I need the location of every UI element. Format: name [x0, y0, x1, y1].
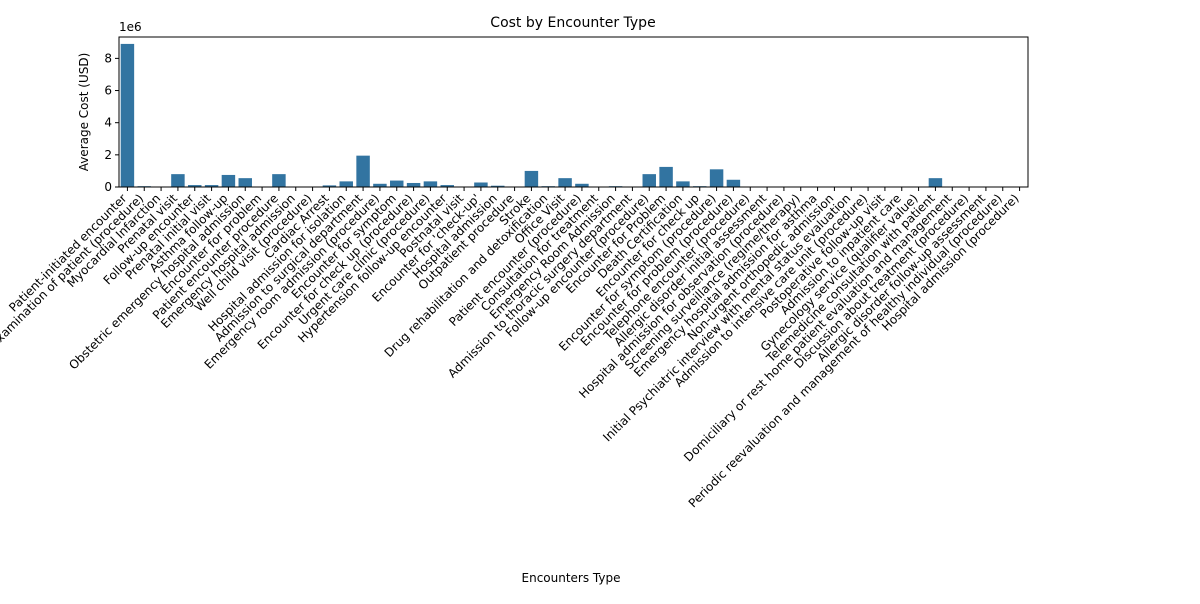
bar — [525, 171, 538, 187]
y-offset-label: 1e6 — [119, 20, 142, 34]
bar — [676, 181, 689, 187]
y-tick-label: 6 — [104, 84, 112, 98]
bar — [171, 174, 184, 187]
bar — [121, 44, 134, 187]
bar — [474, 182, 487, 187]
y-tick-label: 4 — [104, 116, 112, 130]
bar — [710, 169, 723, 187]
bar — [390, 181, 403, 187]
y-tick-label: 0 — [104, 180, 112, 194]
bar — [558, 178, 571, 187]
y-tick-label: 2 — [104, 148, 112, 162]
bar — [659, 167, 672, 187]
plot-frame — [119, 37, 1028, 187]
bar — [222, 175, 235, 187]
y-tick-label: 8 — [104, 51, 112, 65]
bar — [643, 174, 656, 187]
bar — [272, 174, 285, 187]
bar — [407, 183, 420, 187]
x-axis-label: Encounters Type — [522, 571, 621, 585]
bar — [929, 178, 942, 187]
chart-title: Cost by Encounter Type — [490, 15, 655, 31]
bar — [356, 156, 369, 187]
y-axis-label: Average Cost (USD) — [77, 53, 91, 172]
bar — [424, 181, 437, 187]
bar — [340, 181, 353, 187]
bar — [727, 180, 740, 187]
bar — [239, 178, 252, 187]
